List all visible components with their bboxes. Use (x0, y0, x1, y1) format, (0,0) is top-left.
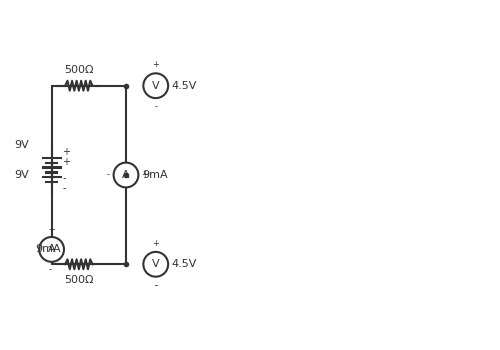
Text: +: + (62, 147, 70, 157)
Circle shape (144, 73, 168, 98)
Text: -: - (48, 265, 51, 274)
Text: -: - (154, 102, 158, 111)
Text: +: + (141, 170, 148, 180)
Text: A: A (122, 170, 130, 180)
Text: 9V: 9V (14, 170, 30, 180)
Text: -: - (62, 183, 66, 194)
Text: 4.5V: 4.5V (172, 259, 197, 269)
Text: 500Ω: 500Ω (64, 275, 94, 285)
Text: -: - (154, 281, 158, 290)
Text: 4.5V: 4.5V (172, 81, 197, 91)
Circle shape (144, 252, 168, 277)
Text: +: + (152, 239, 159, 248)
Text: 9V: 9V (14, 140, 30, 150)
Circle shape (39, 237, 64, 262)
Text: V: V (152, 259, 160, 269)
Text: 500Ω: 500Ω (64, 65, 94, 75)
Text: -: - (62, 174, 66, 183)
Text: +: + (62, 156, 70, 167)
Text: V: V (152, 81, 160, 91)
Text: +: + (152, 60, 159, 69)
Text: +: + (48, 225, 55, 234)
Text: 9mA: 9mA (142, 170, 168, 180)
Text: -: - (154, 281, 158, 290)
Text: 9mA: 9mA (36, 244, 62, 254)
Text: -: - (106, 170, 110, 180)
Circle shape (114, 163, 138, 187)
Text: A: A (48, 244, 56, 254)
